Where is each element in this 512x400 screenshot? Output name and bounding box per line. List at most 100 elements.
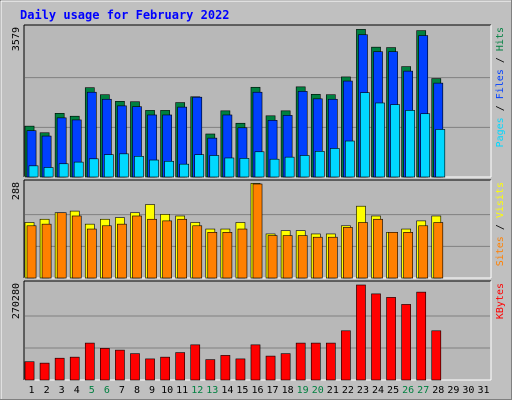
panel-kbytes-legend: KBytes (495, 283, 506, 319)
bar-sites-day-11 (177, 218, 188, 279)
bar-pages-day-23 (360, 92, 370, 178)
bar-kbytes-day-4 (69, 356, 80, 381)
bar-sites-day-7 (117, 223, 127, 279)
x-tick-day-24: 24 (372, 385, 384, 396)
bar-kbytes-day-28 (431, 330, 442, 381)
bar-kbytes-day-26 (401, 304, 411, 381)
x-tick-day-31: 31 (477, 385, 489, 396)
bar-sites-day-19 (297, 235, 308, 279)
bar-kbytes-day-18 (280, 353, 291, 381)
bar-pages-day-3 (58, 163, 69, 178)
bar-pages-day-16 (254, 151, 265, 178)
x-tick-day-27: 27 (417, 385, 429, 396)
bar-pages-day-20 (314, 151, 325, 178)
bar-kbytes-day-21 (325, 342, 336, 381)
x-tick-day-22: 22 (342, 385, 354, 396)
bar-kbytes-day-8 (130, 353, 140, 381)
x-tick-day-23: 23 (357, 385, 369, 396)
bar-sites-day-3 (56, 212, 67, 279)
x-tick-day-1: 1 (29, 385, 35, 396)
x-tick-day-26: 26 (402, 385, 414, 396)
bar-kbytes-day-9 (145, 358, 155, 381)
x-tick-day-16: 16 (251, 385, 263, 396)
bar-sites-day-2 (41, 223, 52, 279)
bar-sites-day-28 (433, 222, 444, 279)
bar-pages-day-14 (224, 157, 235, 178)
x-tick-day-14: 14 (221, 385, 233, 396)
bar-kbytes-day-6 (100, 348, 110, 381)
bar-sites-day-13 (207, 232, 218, 279)
bar-sites-day-22 (343, 227, 353, 279)
bar-sites-day-20 (312, 236, 323, 279)
bar-kbytes-day-7 (115, 349, 125, 381)
x-tick-day-4: 4 (74, 385, 80, 396)
bar-pages-day-21 (329, 148, 340, 178)
legend-entry: Sites (495, 236, 506, 266)
bar-sites-day-26 (403, 232, 413, 279)
bar-sites-day-24 (373, 218, 383, 279)
bar-pages-day-28 (435, 129, 446, 178)
bar-sites-day-17 (267, 235, 278, 279)
bar-kbytes-day-11 (175, 352, 186, 381)
x-tick-day-30: 30 (462, 385, 474, 396)
bar-sites-day-4 (71, 215, 82, 279)
x-tick-day-3: 3 (59, 385, 65, 396)
bar-kbytes-day-16 (250, 344, 261, 381)
x-tick-day-10: 10 (161, 385, 173, 396)
legend-entry: Files (495, 69, 506, 99)
bar-sites-day-10 (162, 220, 172, 279)
x-tick-day-28: 28 (432, 385, 444, 396)
bar-sites-day-15 (237, 228, 248, 279)
bar-kbytes-day-27 (416, 291, 427, 381)
bar-kbytes-day-24 (371, 293, 381, 381)
bar-pages-day-17 (269, 158, 280, 178)
bar-kbytes-day-2 (39, 362, 50, 381)
bar-sites-day-8 (132, 215, 142, 279)
bar-pages-day-26 (405, 110, 415, 178)
bar-kbytes-day-22 (341, 330, 351, 381)
x-tick-day-12: 12 (191, 385, 203, 396)
bar-kbytes-day-17 (265, 355, 276, 381)
bar-sites-day-21 (327, 236, 338, 279)
legend-entry: Pages (495, 117, 506, 147)
bar-kbytes-day-12 (190, 344, 201, 381)
x-tick-day-8: 8 (134, 385, 140, 396)
bar-sites-day-27 (418, 225, 429, 279)
bar-sites-day-12 (192, 225, 203, 279)
x-tick-day-5: 5 (89, 385, 95, 396)
legend-entry: Visits (495, 182, 506, 218)
bar-kbytes-day-25 (386, 297, 396, 381)
bar-pages-day-10 (164, 160, 174, 178)
bar-pages-day-2 (43, 167, 54, 178)
legend-entry: / (495, 218, 506, 236)
bar-sites-day-1 (26, 225, 37, 279)
x-tick-day-15: 15 (236, 385, 248, 396)
panel-visits-sites-legend: Sites / Visits (495, 182, 506, 266)
bar-kbytes-day-20 (310, 342, 321, 381)
bar-pages-day-22 (345, 140, 355, 178)
bar-kbytes-day-15 (235, 358, 246, 381)
bar-sites-day-23 (358, 222, 368, 279)
x-tick-day-21: 21 (327, 385, 339, 396)
bar-pages-day-13 (209, 155, 220, 178)
x-tick-day-29: 29 (447, 385, 459, 396)
bar-pages-day-19 (299, 155, 310, 178)
x-tick-day-2: 2 (44, 385, 50, 396)
bar-sites-day-25 (388, 232, 398, 279)
bar-pages-day-6 (104, 154, 114, 178)
bar-pages-day-25 (390, 104, 400, 178)
bar-pages-day-5 (88, 158, 99, 178)
bar-kbytes-day-19 (295, 342, 306, 381)
x-tick-day-11: 11 (176, 385, 188, 396)
bar-kbytes-day-3 (54, 357, 65, 381)
bar-pages-day-12 (194, 154, 205, 178)
legend-entry: / (495, 51, 506, 69)
x-tick-day-13: 13 (206, 385, 218, 396)
legend-entry: / (495, 99, 506, 117)
bar-sites-day-14 (222, 232, 233, 279)
bar-kbytes-day-23 (356, 284, 366, 381)
legend-entry: Hits (495, 27, 506, 51)
bar-pages-day-24 (375, 102, 385, 178)
